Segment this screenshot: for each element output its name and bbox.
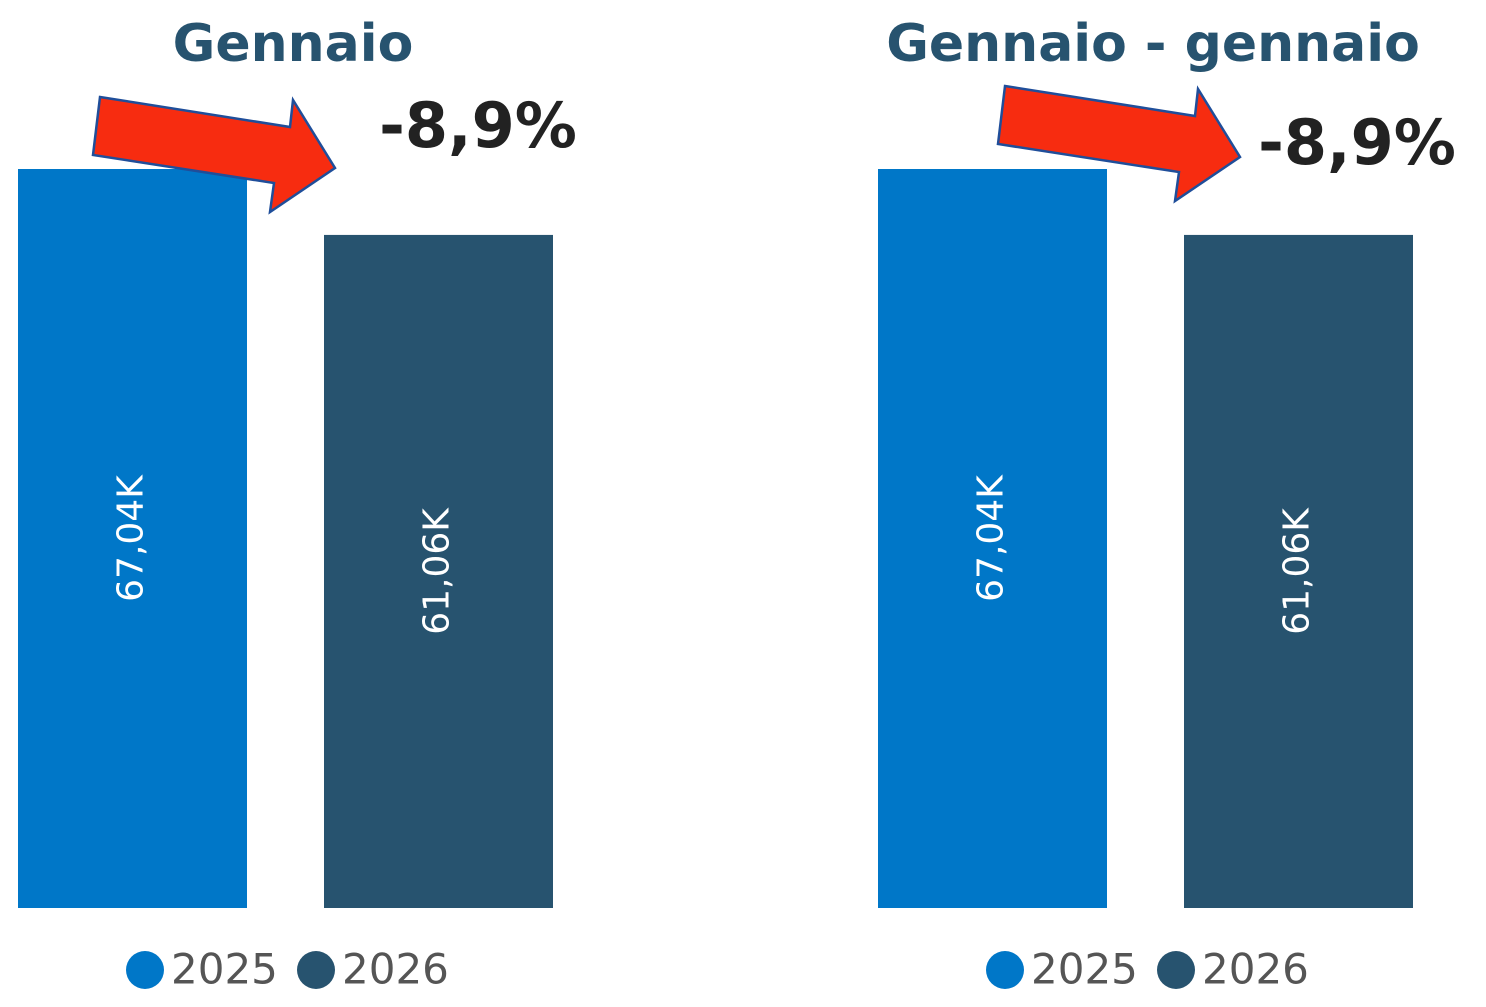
legend-marker bbox=[126, 951, 164, 989]
bar bbox=[1184, 234, 1413, 908]
arrow bbox=[91, 95, 337, 215]
bar-value-label: 61,06K bbox=[1277, 507, 1318, 635]
legend-marker bbox=[1157, 951, 1195, 989]
legend-marker bbox=[297, 951, 335, 989]
bar-value-label: 67,04K bbox=[971, 474, 1012, 602]
legend-label: 2025 bbox=[1031, 945, 1138, 994]
bar bbox=[18, 169, 247, 908]
change-annotation: -8,9% bbox=[379, 89, 577, 162]
arrow bbox=[996, 84, 1242, 204]
bar bbox=[324, 234, 553, 908]
legend-label: 2026 bbox=[342, 945, 449, 994]
bar-value-label: 67,04K bbox=[111, 474, 152, 602]
bar bbox=[878, 169, 1107, 908]
bar-value-label: 61,06K bbox=[417, 507, 458, 635]
chart-title: Gennaio bbox=[173, 14, 414, 74]
change-annotation: -8,9% bbox=[1258, 106, 1456, 179]
chart-title: Gennaio - gennaio bbox=[886, 14, 1420, 74]
legend-label: 2025 bbox=[171, 945, 278, 994]
legend-marker bbox=[986, 951, 1024, 989]
legend-label: 2026 bbox=[1202, 945, 1309, 994]
